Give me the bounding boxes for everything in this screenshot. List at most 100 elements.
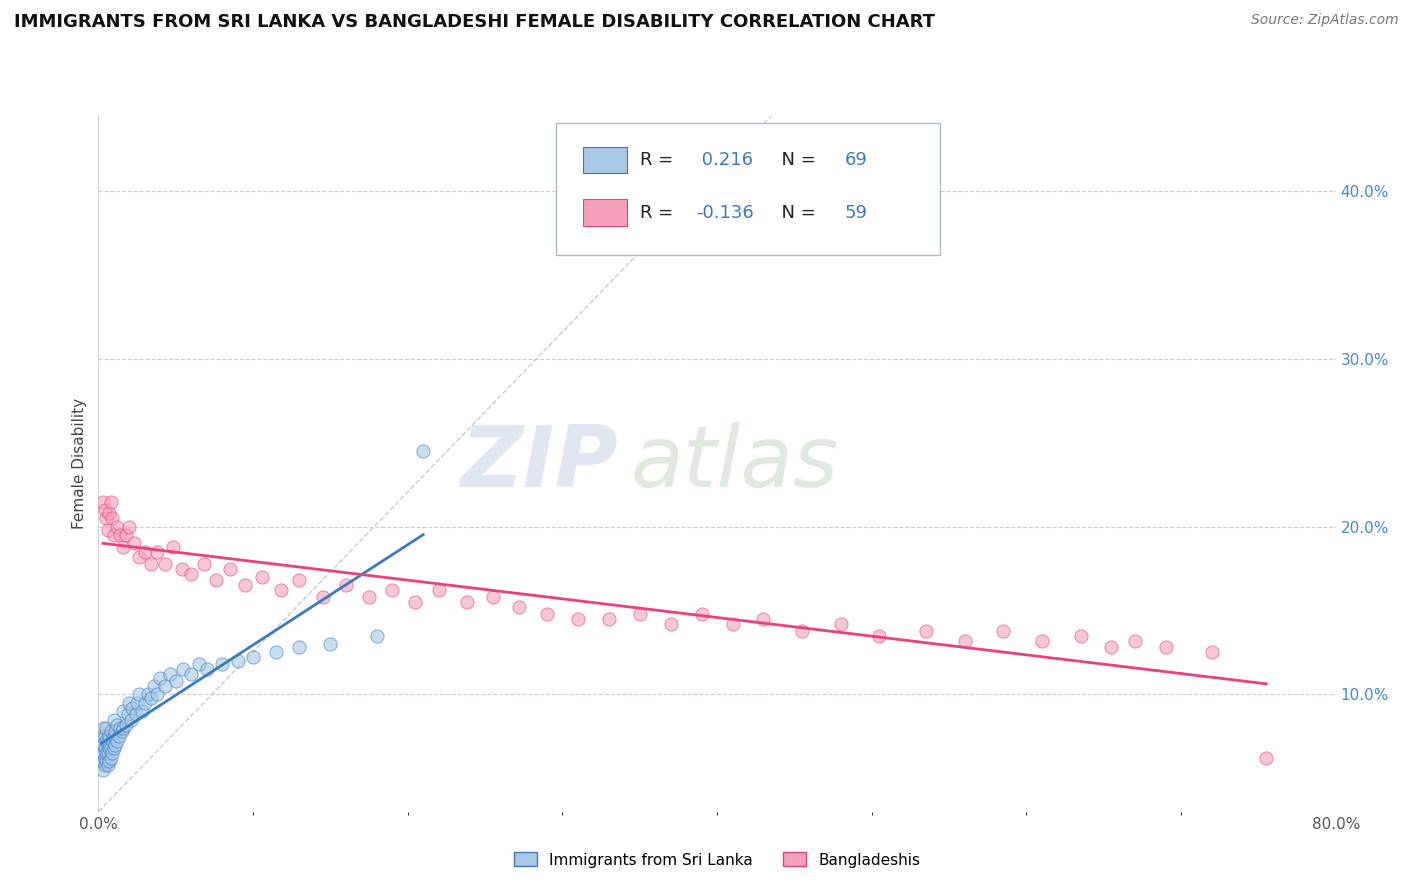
Point	[953, 633, 976, 648]
Point	[93, 503, 115, 517]
Point	[91, 763, 114, 777]
Text: -0.136: -0.136	[696, 203, 754, 222]
Text: ZIP: ZIP	[460, 422, 619, 506]
Point	[136, 687, 159, 701]
Point	[173, 662, 195, 676]
Point	[690, 607, 713, 621]
Point	[270, 583, 292, 598]
Point	[219, 561, 242, 575]
Point	[98, 506, 121, 520]
Point	[91, 721, 114, 735]
Point	[131, 704, 153, 718]
Point	[107, 729, 129, 743]
Point	[869, 629, 891, 643]
Point	[91, 755, 114, 769]
Point	[118, 696, 141, 710]
Point	[98, 729, 121, 743]
Point	[91, 746, 114, 760]
Point	[93, 751, 115, 765]
Point	[149, 671, 172, 685]
Point	[111, 724, 134, 739]
Bar	[583, 146, 627, 173]
Point	[1201, 645, 1223, 659]
Point	[1154, 640, 1177, 655]
Point	[124, 707, 146, 722]
Point	[915, 624, 938, 638]
Point	[100, 751, 122, 765]
Point	[481, 590, 505, 604]
Point	[752, 612, 775, 626]
Text: 69: 69	[845, 151, 868, 169]
Point	[112, 540, 135, 554]
Point	[1099, 640, 1122, 655]
Point	[122, 536, 145, 550]
FancyBboxPatch shape	[557, 123, 939, 255]
Point	[567, 612, 589, 626]
Point	[366, 629, 388, 643]
Point	[103, 741, 125, 756]
Point	[112, 721, 135, 735]
Point	[103, 528, 125, 542]
Point	[235, 578, 257, 592]
Point	[93, 757, 115, 772]
Point	[143, 679, 166, 693]
Point	[1123, 633, 1146, 648]
Point	[117, 707, 139, 722]
Point	[405, 595, 427, 609]
Point	[211, 657, 233, 672]
Point	[112, 704, 135, 718]
Point	[790, 624, 813, 638]
Point	[93, 729, 115, 743]
Point	[536, 607, 558, 621]
Text: R =: R =	[640, 151, 679, 169]
Point	[90, 729, 112, 743]
Point	[128, 549, 150, 564]
Point	[146, 687, 169, 701]
Point	[312, 590, 335, 604]
Point	[456, 595, 478, 609]
Point	[128, 687, 150, 701]
Point	[100, 741, 122, 756]
Point	[242, 650, 264, 665]
Point	[120, 713, 142, 727]
Point	[96, 746, 118, 760]
Point	[252, 570, 274, 584]
Point	[288, 574, 311, 588]
Point	[721, 616, 744, 631]
Point	[170, 561, 193, 575]
Point	[288, 640, 311, 655]
Point	[134, 696, 156, 710]
Point	[108, 721, 131, 735]
Text: Source: ZipAtlas.com: Source: ZipAtlas.com	[1251, 13, 1399, 28]
Point	[165, 673, 187, 688]
Point	[115, 528, 138, 542]
Bar	[583, 200, 627, 226]
Point	[381, 583, 404, 598]
Y-axis label: Female Disability: Female Disability	[72, 398, 87, 530]
Point	[105, 519, 128, 533]
Point	[105, 734, 128, 748]
Point	[103, 729, 125, 743]
Point	[162, 540, 184, 554]
Point	[91, 494, 114, 508]
Point	[96, 734, 118, 748]
Point	[96, 511, 118, 525]
Point	[830, 616, 852, 631]
Point	[105, 717, 128, 731]
Point	[180, 667, 202, 681]
Point	[180, 566, 202, 581]
Point	[97, 734, 120, 748]
Point	[193, 557, 215, 571]
Legend: Immigrants from Sri Lanka, Bangladeshis: Immigrants from Sri Lanka, Bangladeshis	[508, 847, 927, 873]
Point	[159, 667, 181, 681]
Point	[97, 757, 120, 772]
Point	[97, 523, 120, 537]
Point	[104, 738, 127, 752]
Point	[101, 511, 124, 525]
Point	[335, 578, 357, 592]
Point	[96, 755, 118, 769]
Point	[97, 746, 120, 760]
Point	[508, 600, 530, 615]
Point	[205, 574, 228, 588]
Point	[101, 746, 124, 760]
